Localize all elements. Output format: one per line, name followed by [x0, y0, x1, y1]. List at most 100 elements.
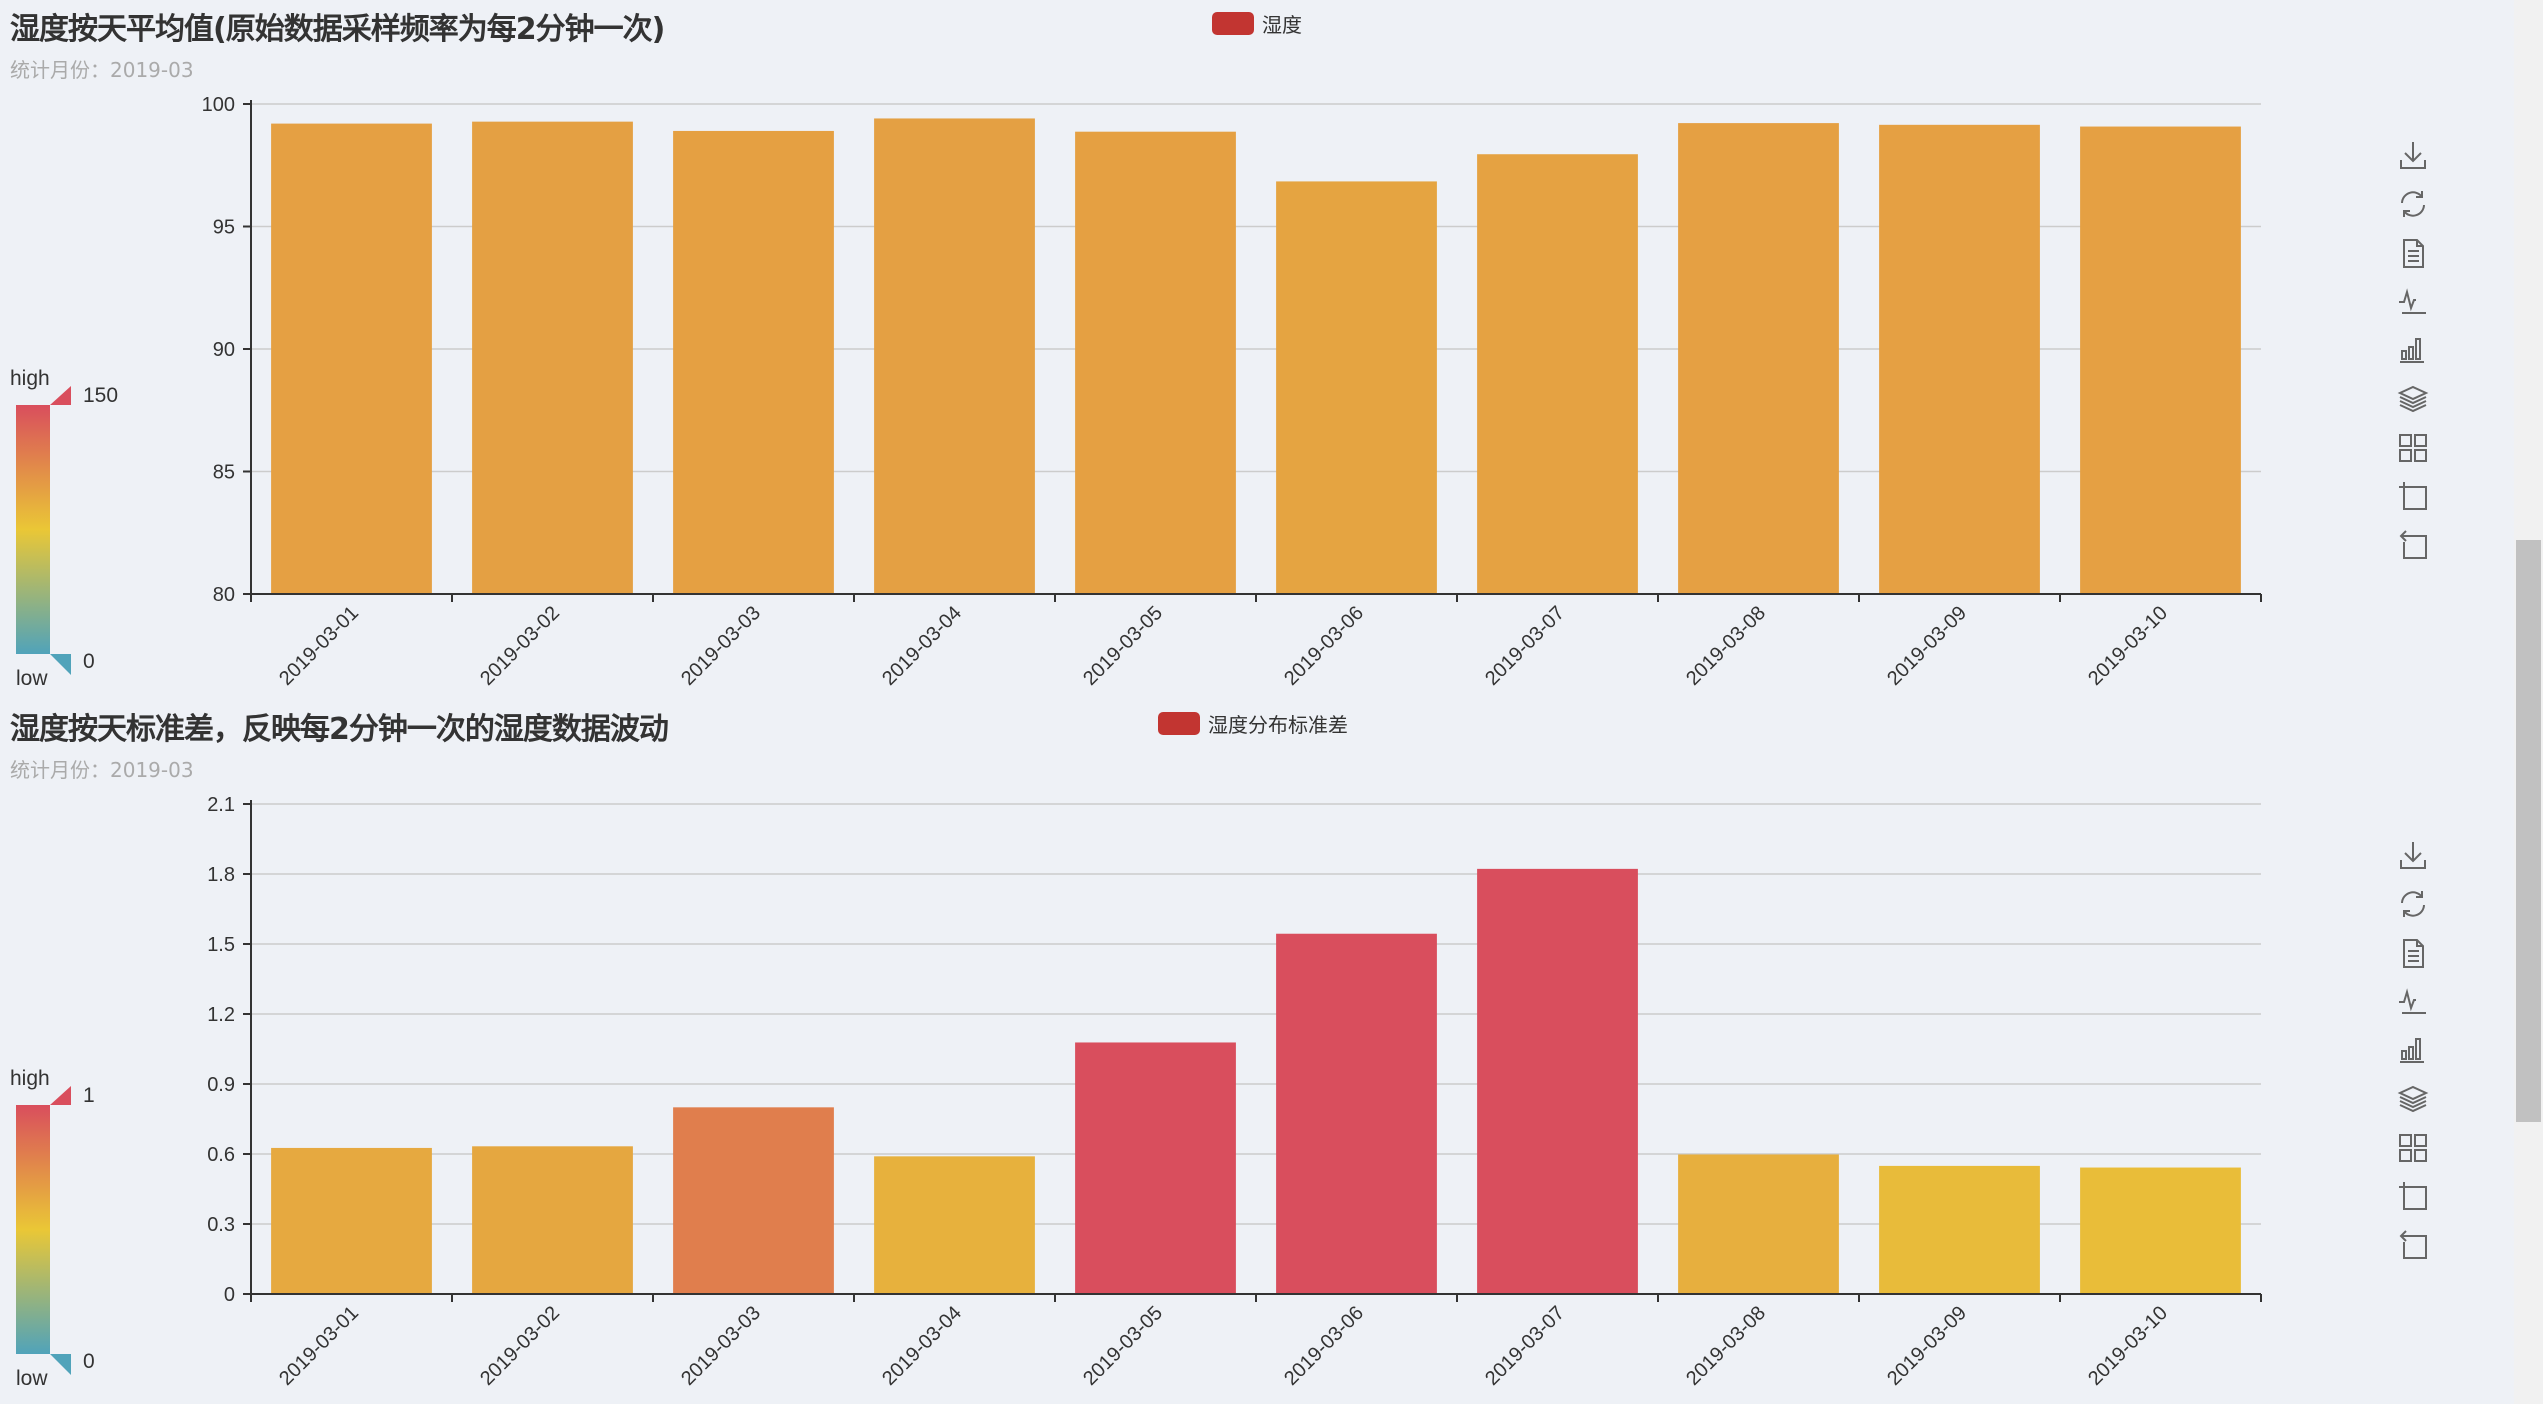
line-chart-icon[interactable] — [2396, 984, 2430, 1018]
page-scrollbar[interactable] — [2514, 0, 2543, 1404]
bar-2019-03-06[interactable] — [1276, 181, 1437, 595]
legend-item-humidity-std[interactable]: 湿度分布标准差 — [1158, 709, 1348, 738]
x-tick-label: 2019-03-06 — [1280, 602, 1368, 690]
refresh-icon[interactable] — [2396, 187, 2430, 221]
chart-title: 湿度按天标准差，反映每2分钟一次的湿度数据波动 — [10, 712, 669, 747]
x-tick-label: 2019-03-04 — [878, 1302, 966, 1390]
data-view-icon[interactable] — [2396, 236, 2430, 270]
bar-2019-03-01[interactable] — [271, 1147, 432, 1294]
zoom-back-icon[interactable] — [2396, 1228, 2430, 1262]
zoom-back-icon[interactable] — [2396, 528, 2430, 562]
x-tick-label: 2019-03-02 — [476, 1302, 564, 1390]
download-icon[interactable] — [2396, 138, 2430, 172]
x-tick-label: 2019-03-03 — [677, 602, 765, 690]
humidity-mean-chart: 湿度按天平均值(原始数据采样频率为每2分钟一次) 统计月份：2019-03 湿度… — [0, 0, 2514, 700]
bar-2019-03-05[interactable] — [1075, 1042, 1236, 1294]
y-tick-label: 0.9 — [207, 1074, 235, 1096]
y-tick-label: 1.2 — [207, 1004, 235, 1026]
bar-2019-03-10[interactable] — [2080, 126, 2241, 594]
x-tick-label: 2019-03-01 — [275, 602, 363, 690]
visualmap-low-handle[interactable] — [50, 1354, 71, 1375]
x-tick-label: 2019-03-06 — [1280, 1302, 1368, 1390]
y-tick-label: 0 — [224, 1284, 235, 1306]
chart-title: 湿度按天平均值(原始数据采样频率为每2分钟一次) — [10, 12, 665, 47]
visualmap-min-label: 0 — [83, 1350, 95, 1373]
zoom-select-icon[interactable] — [2396, 479, 2430, 513]
visualmap-low-label: low — [16, 1367, 48, 1390]
y-tick-label: 100 — [202, 94, 235, 116]
y-tick-label: 1.5 — [207, 934, 235, 956]
visualmap-high-handle[interactable] — [50, 1086, 71, 1105]
bar-2019-03-02[interactable] — [472, 1146, 633, 1294]
x-tick-label: 2019-03-05 — [1079, 602, 1167, 690]
bar-2019-03-03[interactable] — [673, 130, 834, 594]
bar-chart-icon[interactable] — [2396, 333, 2430, 367]
y-tick-label: 85 — [213, 462, 235, 484]
bar-2019-03-09[interactable] — [1879, 124, 2040, 594]
x-tick-label: 2019-03-07 — [1481, 1302, 1569, 1390]
legend-swatch — [1212, 12, 1254, 35]
bar-2019-03-04[interactable] — [874, 1156, 1035, 1294]
bar-2019-03-04[interactable] — [874, 118, 1035, 594]
visualmap-max-label: 150 — [83, 384, 119, 407]
x-tick-label: 2019-03-01 — [275, 1302, 363, 1390]
bar-2019-03-02[interactable] — [472, 121, 633, 594]
y-tick-label: 1.8 — [207, 864, 235, 886]
bar-2019-03-07[interactable] — [1477, 868, 1638, 1294]
x-tick-label: 2019-03-05 — [1079, 1302, 1167, 1390]
legend-label: 湿度 — [1262, 13, 1302, 37]
visualmap-high-handle[interactable] — [50, 386, 71, 405]
visualmap-high-label: high — [10, 1067, 50, 1090]
x-tick-label: 2019-03-10 — [2084, 602, 2172, 690]
y-tick-label: 0.3 — [207, 1214, 235, 1236]
visualmap-high-label: high — [10, 367, 50, 390]
y-tick-label: 90 — [213, 339, 235, 361]
bar-2019-03-08[interactable] — [1678, 1154, 1839, 1294]
download-icon[interactable] — [2396, 838, 2430, 872]
x-tick-label: 2019-03-10 — [2084, 1302, 2172, 1390]
y-tick-label: 80 — [213, 584, 235, 606]
y-tick-label: 2.1 — [207, 794, 235, 816]
x-tick-label: 2019-03-08 — [1682, 1302, 1770, 1390]
data-view-icon[interactable] — [2396, 936, 2430, 970]
y-tick-label: 0.6 — [207, 1144, 235, 1166]
refresh-icon[interactable] — [2396, 887, 2430, 921]
line-chart-icon[interactable] — [2396, 284, 2430, 318]
bar-2019-03-07[interactable] — [1477, 154, 1638, 594]
plot-area: 0 0.3 0.6 0.9 1.2 1.5 1.8 2.1 2019-03-01 2019-03-… — [50, 794, 2262, 1390]
tiled-icon[interactable] — [2396, 431, 2430, 465]
plot-area: 80 85 90 95 100 2019-03-01 2019-03-02 2019-03-0… — [50, 94, 2262, 690]
visualmap-low-handle[interactable] — [50, 654, 71, 675]
bar-2019-03-10[interactable] — [2080, 1167, 2241, 1294]
scrollbar-thumb[interactable] — [2516, 540, 2541, 1122]
bar-2019-03-05[interactable] — [1075, 131, 1236, 594]
stack-icon[interactable] — [2396, 382, 2430, 416]
x-tick-label: 2019-03-03 — [677, 1302, 765, 1390]
visualmap-gradient-bar[interactable] — [16, 405, 50, 654]
tiled-icon[interactable] — [2396, 1131, 2430, 1165]
chart-subtitle: 统计月份：2019-03 — [10, 758, 194, 782]
visualmap-gradient-bar[interactable] — [16, 1105, 50, 1354]
stack-icon[interactable] — [2396, 1082, 2430, 1116]
x-tick-label: 2019-03-04 — [878, 602, 966, 690]
legend-label: 湿度分布标准差 — [1208, 713, 1348, 737]
humidity-std-chart: 湿度按天标准差，反映每2分钟一次的湿度数据波动 统计月份：2019-03 湿度分… — [0, 700, 2514, 1400]
bar-2019-03-03[interactable] — [673, 1107, 834, 1294]
chart-subtitle: 统计月份：2019-03 — [10, 58, 194, 82]
x-tick-label: 2019-03-09 — [1883, 1302, 1971, 1390]
x-tick-label: 2019-03-08 — [1682, 602, 1770, 690]
x-tick-label: 2019-03-02 — [476, 602, 564, 690]
visualmap-max-label: 1 — [83, 1084, 95, 1107]
visualmap-low-label: low — [16, 667, 48, 690]
x-tick-label: 2019-03-09 — [1883, 602, 1971, 690]
bar-2019-03-01[interactable] — [271, 123, 432, 594]
y-tick-label: 95 — [213, 217, 235, 239]
legend-swatch — [1158, 712, 1200, 735]
x-tick-label: 2019-03-07 — [1481, 602, 1569, 690]
bar-2019-03-08[interactable] — [1678, 123, 1839, 595]
bar-chart-icon[interactable] — [2396, 1033, 2430, 1067]
bar-2019-03-06[interactable] — [1276, 933, 1437, 1294]
zoom-select-icon[interactable] — [2396, 1179, 2430, 1213]
bar-2019-03-09[interactable] — [1879, 1165, 2040, 1294]
legend-item-humidity[interactable]: 湿度 — [1212, 9, 1302, 38]
